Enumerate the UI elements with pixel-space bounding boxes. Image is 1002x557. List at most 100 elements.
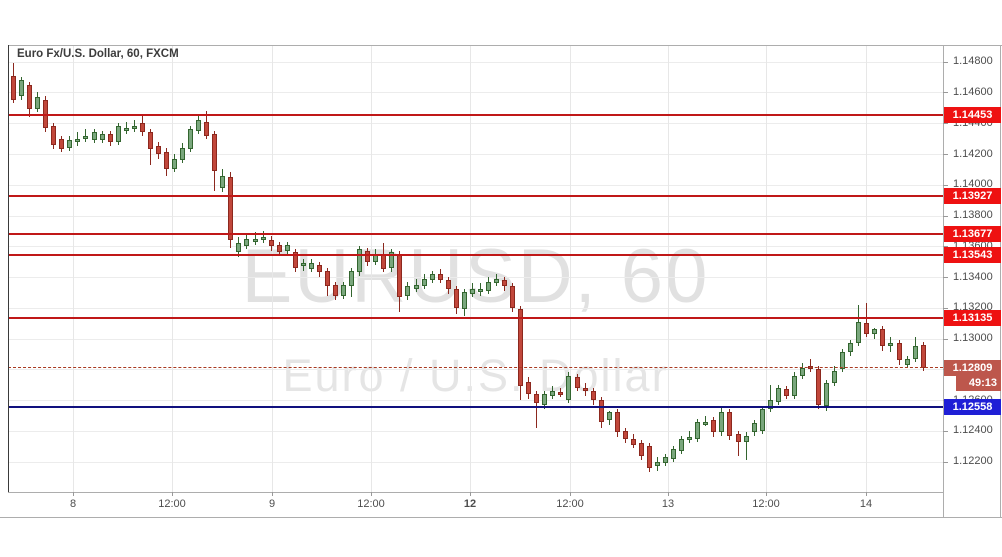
candle-wick (866, 303, 868, 338)
candle (204, 121, 210, 136)
candle-wick (536, 390, 538, 428)
candle (43, 100, 49, 128)
gridline-horizontal (8, 92, 943, 94)
time-tick-label: 12:00 (357, 498, 385, 510)
candle (799, 367, 805, 376)
candle (477, 289, 483, 293)
gridline-vertical (866, 45, 867, 492)
chart-title: Euro Fx/U.S. Dollar, 60, FXCM (17, 48, 179, 60)
price-level-line[interactable] (8, 254, 943, 257)
candle (550, 390, 556, 396)
price-tick (943, 154, 948, 155)
price-tick-label: 1.13400 (953, 270, 993, 283)
candle (630, 438, 636, 445)
candle (397, 254, 403, 298)
price-tick (943, 338, 948, 340)
candle (864, 323, 870, 334)
candle (405, 286, 411, 296)
frame-line (943, 45, 1002, 46)
time-tick (570, 492, 571, 496)
candle (252, 238, 258, 242)
candle-wick (705, 415, 707, 427)
candle (598, 400, 604, 422)
current-price-badge: 1.12809 (944, 360, 1001, 376)
candle (188, 129, 194, 150)
frame-line (943, 45, 944, 517)
candle (19, 80, 25, 96)
gridline-horizontal (8, 184, 943, 186)
candle (163, 152, 169, 170)
price-tick-label: 1.12200 (953, 455, 993, 468)
price-tick (943, 123, 948, 125)
candle (791, 375, 797, 396)
time-tick-label: 13 (661, 498, 675, 510)
candle (91, 132, 97, 141)
candle (453, 289, 459, 308)
candle (856, 321, 862, 344)
price-tick-label: 1.12400 (953, 424, 993, 437)
price-level-line[interactable] (8, 195, 943, 197)
price-tick (943, 184, 948, 186)
candle-wick (125, 121, 127, 134)
price-tick-label: 1.14600 (953, 85, 993, 98)
candle (292, 252, 298, 268)
candle (727, 412, 733, 436)
candle-wick (745, 432, 747, 461)
candle (582, 387, 588, 391)
candle (904, 358, 910, 365)
candle (783, 389, 789, 396)
candle (268, 240, 274, 247)
gridline-vertical (172, 45, 173, 492)
candle (735, 434, 741, 442)
price-tick-label: 1.14200 (953, 147, 993, 160)
candle (687, 437, 693, 441)
candle (663, 457, 669, 464)
candle (743, 435, 749, 442)
price-level-badge: 1.14453 (944, 107, 1001, 124)
price-level-badge: 1.13927 (944, 188, 1001, 204)
candle (679, 438, 685, 451)
price-level-line[interactable] (8, 114, 943, 117)
candle (542, 394, 548, 405)
candle-wick (769, 384, 771, 413)
price-axis[interactable]: 1.148001.146001.144001.142001.140001.138… (943, 45, 1002, 517)
candle (888, 343, 894, 347)
candle (445, 280, 451, 290)
candle (51, 126, 57, 145)
candle (671, 449, 677, 459)
candle (566, 375, 572, 401)
time-axis[interactable]: 8 12:00 9 12:00 12 12:00 13 12:00 14 (0, 492, 1002, 517)
candle (606, 412, 612, 421)
candle-wick (133, 120, 135, 133)
price-tick (943, 277, 948, 279)
price-level-line[interactable] (8, 316, 943, 319)
price-level-badge: 1.13543 (944, 247, 1001, 264)
price-tick (943, 246, 948, 248)
candle (824, 383, 830, 407)
price-level-line[interactable] (8, 405, 943, 408)
candle (638, 443, 644, 456)
candle (775, 387, 781, 402)
candle (83, 135, 89, 139)
candle (429, 274, 435, 281)
frame-line-left (8, 45, 9, 492)
price-tick (943, 461, 948, 463)
gridline-vertical (272, 45, 273, 492)
candle (349, 270, 355, 287)
candle (75, 138, 81, 142)
candle (99, 134, 105, 141)
price-tick-label: 1.13000 (953, 332, 993, 345)
price-level-line[interactable] (8, 233, 943, 236)
chart-pane[interactable]: EURUSD, 60 Euro / U.S. Dollar (8, 45, 943, 492)
time-tick (470, 492, 471, 496)
candle (155, 146, 161, 154)
candle (284, 244, 290, 251)
candle (719, 412, 725, 433)
candle (469, 289, 475, 294)
price-tick-label: 1.14800 (953, 55, 993, 68)
candle (767, 400, 773, 410)
candle (912, 346, 918, 359)
candle (228, 177, 234, 241)
candle (196, 120, 202, 131)
frame-line (1000, 45, 1001, 517)
